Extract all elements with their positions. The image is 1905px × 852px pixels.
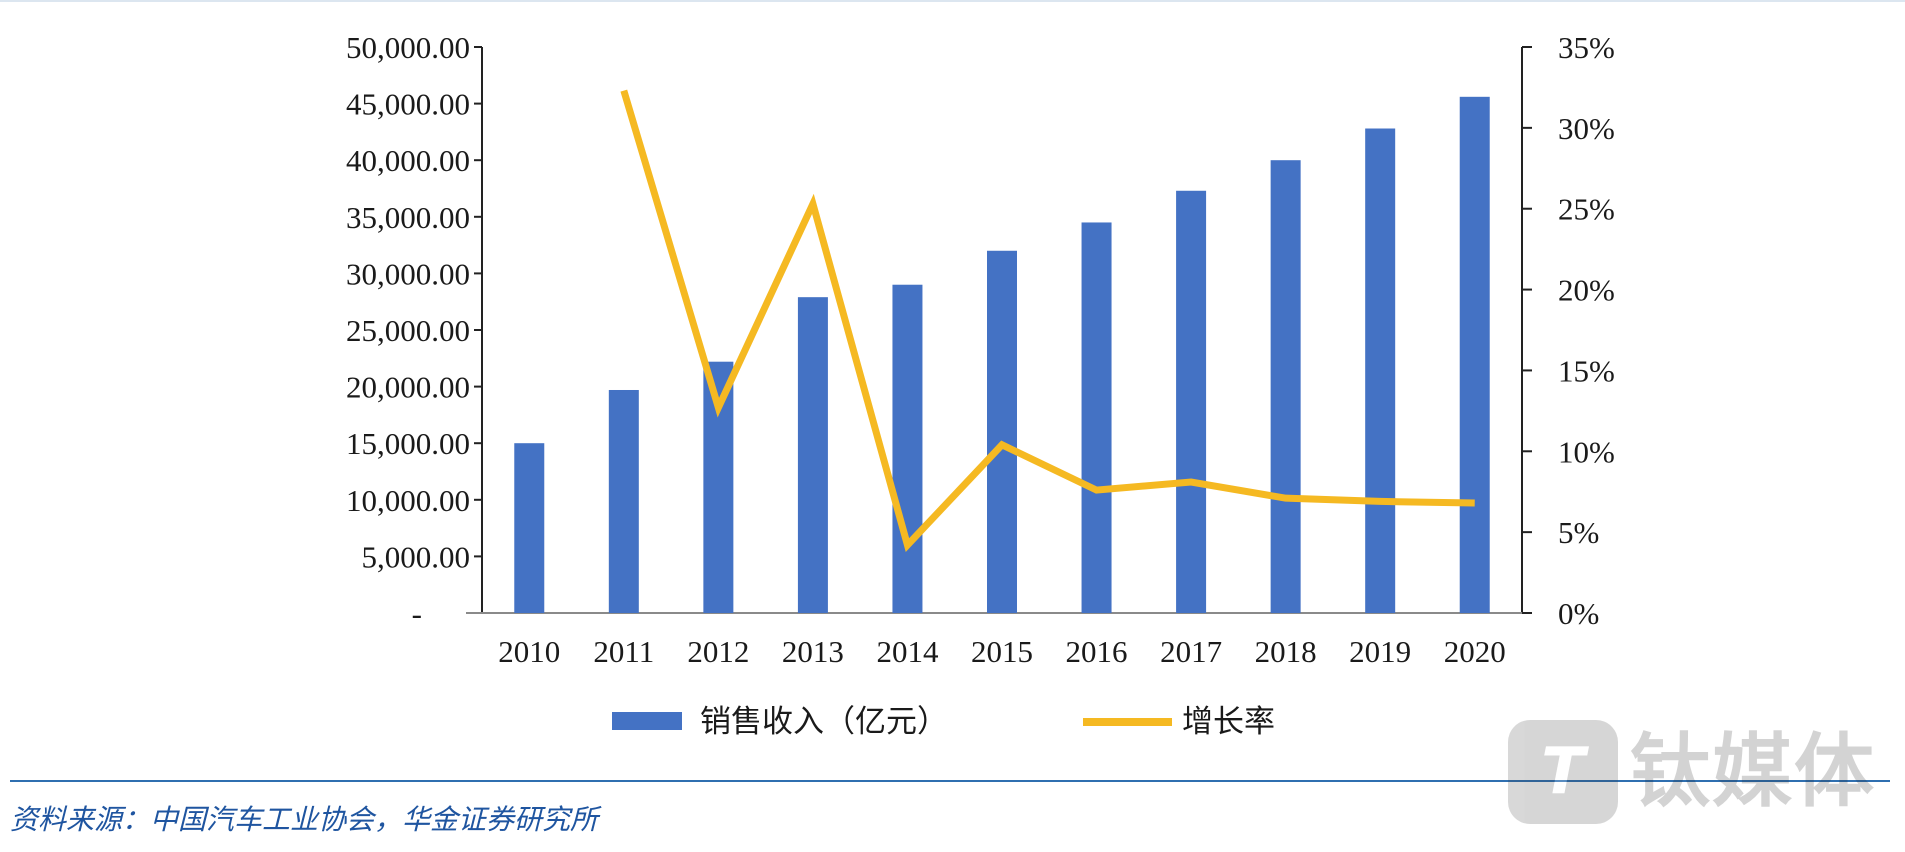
bar [1081,222,1112,613]
left-y-axis: - 5,000.00 10,000.00 15,000.00 20,000.00 25,0… [346,30,483,631]
bar [797,297,828,613]
x-axis-tick-label: 2013 [782,634,844,669]
bar [514,443,545,613]
left-axis-tick-label: 10,000.00 [346,483,470,518]
left-axis-tick-label: 40,000.00 [346,143,470,178]
watermark-logo-icon: T [1508,720,1618,824]
watermark: T 钛媒体 [1508,716,1898,826]
x-axis-tick-label: 2011 [593,634,654,669]
x-axis-tick-label: 2018 [1255,634,1317,669]
x-axis-tick-label: 2012 [687,634,749,669]
legend-label-bar: 销售收入（亿元） [700,704,948,740]
bar [608,389,639,613]
x-axis-tick-label: 2016 [1066,634,1128,669]
x-axis-tick-label: 2019 [1349,634,1411,669]
legend-swatch-bar [612,712,682,730]
left-axis-tick-label: 15,000.00 [346,426,470,461]
bar [1270,160,1301,613]
bar [987,250,1017,613]
right-y-axis: 0% 5% 10% 15% 20% 25% 30% 35% [1521,30,1615,631]
right-axis-tick-label: 25% [1558,192,1615,227]
line-series [620,89,1475,552]
x-axis-tick-label: 2020 [1444,634,1506,669]
bar [1459,96,1490,614]
bar [892,284,923,613]
left-axis-tick-label: 25,000.00 [346,313,470,348]
left-axis-tick-label: 45,000.00 [346,87,470,122]
left-axis-tick-label: 50,000.00 [346,30,470,65]
right-axis-tick-label: 5% [1558,515,1599,550]
growth-rate-line [620,89,1475,552]
legend: 销售收入（亿元） 增长率 [612,704,1275,740]
right-axis-tick-label: 15% [1558,353,1615,388]
source-divider [10,780,1890,782]
left-axis-tick-label: 30,000.00 [346,256,470,291]
right-axis-tick-label: 10% [1558,434,1615,469]
right-axis-tick-label: 20% [1558,273,1615,308]
bar [1176,190,1207,613]
left-axis-tick-label: 35,000.00 [346,200,470,235]
legend-label-line: 增长率 [1182,704,1275,740]
left-axis-tick-label: 20,000.00 [346,370,470,405]
x-axis: 2010 2011 2012 2013 2014 2015 2016 2017 2018 2019… [466,612,1522,669]
right-axis-tick-label: 35% [1558,30,1615,65]
top-rule [0,0,1905,2]
x-axis-tick-label: 2017 [1160,634,1222,669]
x-axis-tick-label: 2010 [498,634,560,669]
right-axis-tick-label: 0% [1558,596,1599,631]
watermark-logo-glyph: T [1541,735,1585,809]
chart: - 5,000.00 10,000.00 15,000.00 20,000.00 25,0… [346,30,1615,740]
x-axis-tick-label: 2015 [971,634,1033,669]
bar-series [514,96,1490,614]
source-note: 资料来源：中国汽车工业协会，华金证券研究所 [10,803,599,836]
watermark-text: 钛媒体 [1630,725,1876,818]
x-axis-tick-label: 2014 [876,634,939,669]
left-axis-tick-label: 5,000.00 [362,539,471,574]
right-axis-tick-label: 30% [1558,111,1615,146]
left-axis-tick-label: - [412,596,422,631]
bar [1365,128,1396,613]
